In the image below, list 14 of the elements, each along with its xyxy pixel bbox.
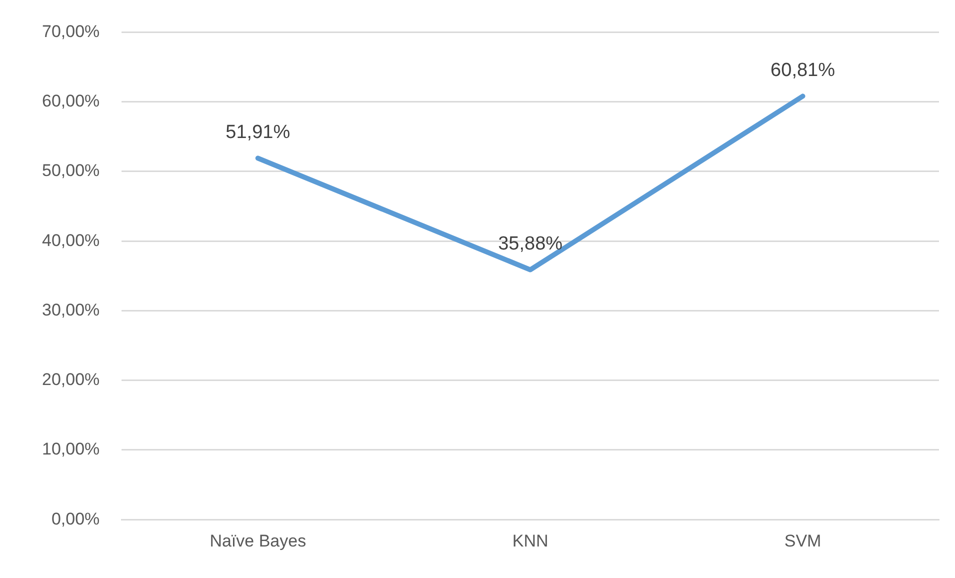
x-tick-label: SVM (784, 531, 822, 550)
y-tick-label: 50,00% (42, 161, 100, 180)
data-label: 60,81% (770, 60, 836, 81)
y-tick-label: 70,00% (42, 22, 100, 41)
y-tick-label: 40,00% (42, 230, 100, 250)
data-label: 51,91% (226, 122, 290, 143)
data-label: 35,88% (498, 234, 563, 255)
x-tick-label: KNN (512, 531, 548, 550)
y-tick-label: 10,00% (42, 440, 100, 459)
x-tick-label: Naïve Bayes (210, 531, 306, 550)
y-tick-label: 0,00% (51, 509, 100, 528)
y-tick-label: 30,00% (42, 300, 100, 320)
y-tick-label: 60,00% (42, 92, 100, 111)
y-tick-label: 20,00% (42, 370, 100, 390)
